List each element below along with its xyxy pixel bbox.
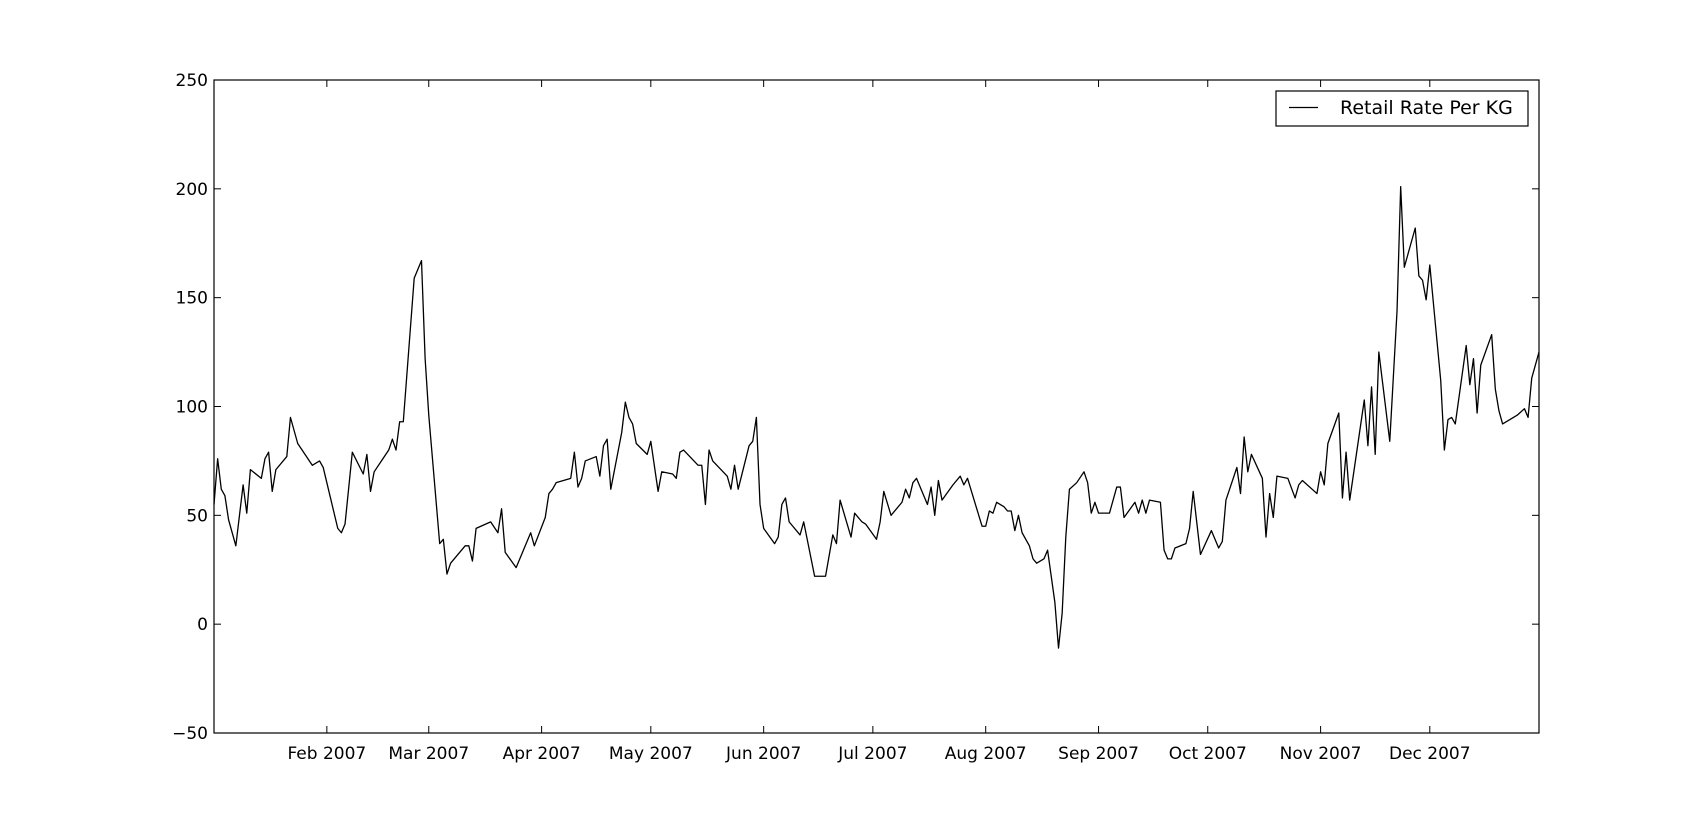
- y-tick-label: 150: [176, 289, 208, 309]
- x-axis-ticks: Feb 2007 Mar 2007 Apr 2007 May 2007 Jun 2007…: [287, 80, 1471, 764]
- x-tick-label: Sep 2007: [1058, 744, 1139, 764]
- legend: Retail Rate Per KG: [1275, 90, 1529, 127]
- y-tick-label: 50: [186, 506, 208, 526]
- series-group: [213, 186, 1540, 649]
- x-tick-label: Feb 2007: [287, 744, 366, 764]
- legend-label: Retail Rate Per KG: [1340, 97, 1513, 119]
- x-tick-label: May 2007: [609, 744, 693, 764]
- x-tick-label: Apr 2007: [503, 744, 581, 764]
- plot-frame: [213, 79, 1540, 734]
- plot-area: [214, 80, 1539, 733]
- x-tick-label: Nov 2007: [1280, 744, 1362, 764]
- x-tick-label: Aug 2007: [945, 744, 1027, 764]
- x-tick-label: Jul 2007: [837, 744, 907, 764]
- y-tick-label: 0: [197, 615, 208, 635]
- x-tick-label: Oct 2007: [1169, 744, 1247, 764]
- y-axis-ticks: −50 0 50 100 150 200 250: [172, 71, 1539, 744]
- legend-box: [1275, 90, 1529, 127]
- x-tick-label: Mar 2007: [388, 744, 469, 764]
- y-tick-label: 100: [176, 398, 208, 418]
- series-line-retail-rate-per-kg: [213, 186, 1540, 649]
- y-tick-label: −50: [172, 724, 208, 744]
- x-tick-label: Dec 2007: [1389, 744, 1471, 764]
- y-tick-label: 200: [176, 180, 208, 200]
- x-tick-label: Jun 2007: [725, 744, 801, 764]
- y-tick-label: 250: [176, 71, 208, 91]
